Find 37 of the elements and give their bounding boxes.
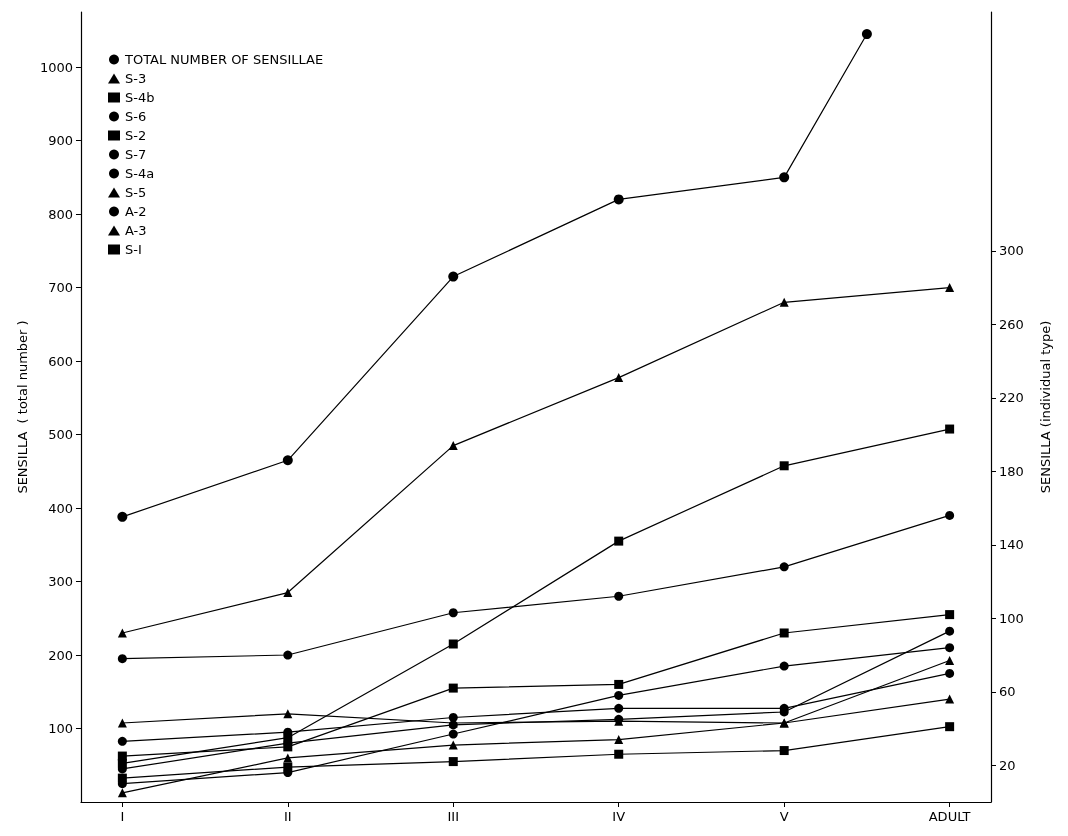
x-tick-label: I — [120, 809, 125, 824]
y2-tick-label: 260 — [999, 316, 1024, 332]
y-tick-label: 200 — [48, 647, 73, 663]
y-tick-label: 100 — [48, 721, 73, 737]
legend-label: S-2 — [125, 128, 147, 143]
x-tick-label: V — [779, 809, 789, 824]
y2-tick-label: 60 — [999, 684, 1016, 700]
legend-label: A-2 — [125, 204, 147, 219]
legend-label: S-4a — [125, 166, 155, 181]
legend-label: TOTAL NUMBER OF SENSILLAE — [124, 52, 324, 67]
legend-label: S-3 — [125, 71, 147, 86]
y-axis-title: SENSILLA ( total number ) — [15, 320, 30, 494]
y2-axis-title: SENSILLA (individual type) — [1038, 320, 1053, 494]
x-tick-label: II — [283, 809, 292, 824]
y-tick-label: 800 — [48, 206, 73, 222]
y-tick-label: 1000 — [39, 59, 73, 75]
legend-label: S-5 — [125, 185, 147, 200]
y2-tick-label: 100 — [999, 610, 1024, 626]
legend-label: S-I — [125, 242, 142, 257]
x-tick-label: ADULT — [928, 809, 971, 824]
x-tick-label: III — [447, 809, 460, 824]
legend-label: A-3 — [125, 223, 147, 238]
y2-tick-label: 140 — [999, 537, 1024, 553]
y-tick-label: 700 — [48, 280, 73, 296]
legend-label: S-7 — [125, 147, 147, 162]
legend-label: S-4b — [125, 90, 155, 105]
legend-label: S-6 — [125, 109, 147, 124]
x-tick-label: IV — [612, 809, 626, 824]
y-tick-label: 400 — [48, 500, 73, 516]
y2-tick-label: 20 — [999, 757, 1016, 773]
y2-tick-label: 180 — [999, 463, 1024, 479]
y2-tick-label: 300 — [999, 243, 1024, 259]
y-tick-label: 500 — [48, 427, 73, 443]
y2-tick-label: 220 — [999, 390, 1024, 406]
y-tick-label: 300 — [48, 574, 73, 590]
y-tick-label: 600 — [48, 353, 73, 369]
y-tick-label: 900 — [48, 133, 73, 149]
